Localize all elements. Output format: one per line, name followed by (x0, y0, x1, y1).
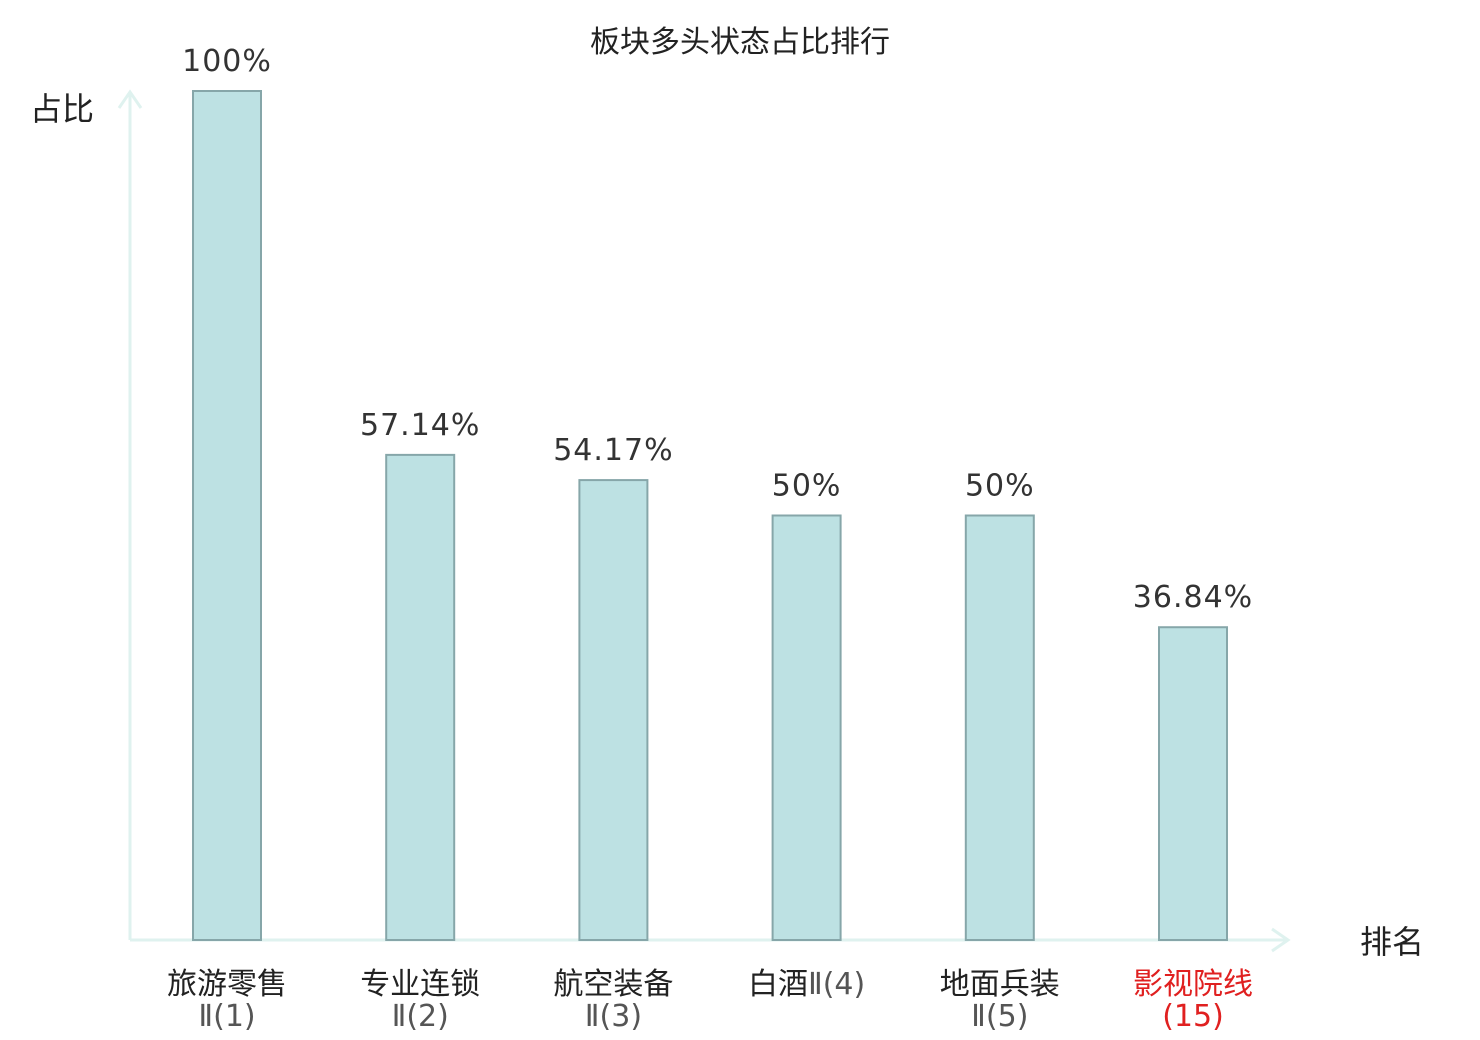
bar-2 (385, 453, 456, 941)
category-name-5: 地面兵装 (940, 967, 1060, 1002)
value-label-5: 50% (965, 469, 1035, 504)
category-name-6: 影视院线 (1133, 967, 1253, 1002)
bars-group (192, 90, 1228, 941)
value-label-4: 50% (772, 469, 842, 504)
category-rank-2: Ⅱ(2) (392, 999, 449, 1034)
category-rank-1: Ⅱ(1) (198, 999, 255, 1034)
value-label-6: 36.84% (1133, 580, 1253, 615)
bar-6 (1158, 626, 1228, 941)
category-name-1: 旅游零售 (167, 967, 287, 1002)
value-label-2: 57.14% (360, 408, 480, 443)
bar-4 (771, 514, 842, 941)
y-axis-arrow-icon (117, 89, 143, 109)
y-axis-label: 占比 (30, 90, 94, 128)
category-name-3: 航空装备 (553, 967, 673, 1002)
value-label-1: 100% (182, 44, 272, 79)
x-axis (130, 927, 1291, 953)
category-label-4: 白酒Ⅱ(4) (748, 967, 865, 1002)
category-name-2: 专业连锁 (360, 967, 480, 1002)
x-axis-label: 排名 (1360, 923, 1424, 961)
bar-1 (192, 90, 262, 941)
category-rank: Ⅱ(4) (808, 967, 865, 1002)
x-axis-arrow-icon (1271, 927, 1291, 953)
value-labels-group: 100% 57.14% 54.17% 50% 50% 36.84% (182, 44, 1253, 615)
chart-title: 板块多头状态占比排行 (590, 25, 890, 60)
category-rank-5: Ⅱ(5) (971, 999, 1028, 1034)
bar-5 (964, 514, 1035, 941)
category-rank-3: Ⅱ(3) (585, 999, 642, 1034)
y-axis (117, 89, 143, 940)
bar-3 (578, 479, 649, 941)
category-rank-6: (15) (1162, 999, 1224, 1034)
value-label-3: 54.17% (553, 433, 673, 468)
category-name: 白酒 (748, 967, 808, 1002)
